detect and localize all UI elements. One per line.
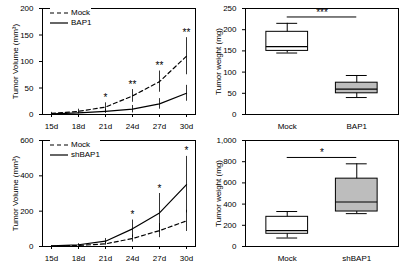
svg-text:*: *: [158, 183, 162, 194]
html-text:shBAP1: shBAP1: [71, 150, 100, 159]
svg-text:*: *: [131, 209, 135, 220]
svg-text:*: *: [185, 145, 189, 156]
svg-text:30d: 30d: [180, 254, 193, 263]
svg-text:Tumor Volume (mm³): Tumor Volume (mm³): [11, 156, 20, 232]
svg-text:**: **: [156, 60, 164, 71]
svg-text:800: 800: [223, 157, 237, 166]
svg-text:27d: 27d: [153, 254, 166, 263]
svg-text:400: 400: [20, 171, 34, 180]
svg-text:200: 200: [223, 221, 237, 230]
svg-text:600: 600: [20, 136, 34, 145]
svg-text:***: ***: [316, 7, 328, 18]
svg-text:24d: 24d: [126, 254, 139, 263]
svg-text:Tumor Volume (mm³): Tumor Volume (mm³): [11, 24, 20, 100]
svg-text:0: 0: [232, 242, 237, 251]
svg-text:1,000: 1,000: [216, 136, 237, 145]
svg-text:250: 250: [223, 4, 237, 13]
svg-text:Tumor weight (mg): Tumor weight (mg): [214, 28, 223, 95]
svg-text:150: 150: [20, 31, 34, 40]
svg-text:Mock: Mock: [278, 254, 298, 263]
svg-text:**: **: [183, 27, 191, 38]
svg-text:15d: 15d: [45, 122, 58, 131]
svg-text:*: *: [320, 147, 324, 158]
svg-text:27d: 27d: [153, 122, 166, 131]
svg-text:Mock: Mock: [278, 122, 298, 131]
svg-text:400: 400: [223, 200, 237, 209]
svg-text:30d: 30d: [180, 122, 193, 131]
svg-text:50: 50: [228, 89, 237, 98]
svg-text:600: 600: [223, 178, 237, 187]
svg-text:100: 100: [20, 57, 34, 66]
svg-text:21d: 21d: [99, 254, 112, 263]
svg-text:shBAP1: shBAP1: [342, 254, 371, 263]
svg-text:150: 150: [223, 46, 237, 55]
svg-text:18d: 18d: [72, 122, 85, 131]
svg-text:24d: 24d: [126, 122, 139, 131]
html-text:BAP1: BAP1: [71, 18, 92, 27]
svg-text:100: 100: [223, 68, 237, 77]
svg-text:0: 0: [232, 110, 237, 119]
svg-text:Tumor weight (mg): Tumor weight (mg): [214, 160, 223, 227]
svg-text:BAP1: BAP1: [347, 122, 368, 131]
svg-text:15d: 15d: [45, 254, 58, 263]
svg-text:18d: 18d: [72, 254, 85, 263]
svg-text:200: 200: [20, 4, 34, 13]
svg-text:21d: 21d: [99, 122, 112, 131]
svg-text:200: 200: [20, 207, 34, 216]
svg-text:*: *: [104, 92, 108, 103]
svg-text:200: 200: [223, 25, 237, 34]
svg-text:50: 50: [25, 84, 34, 93]
svg-text:**: **: [129, 79, 137, 90]
svg-text:0: 0: [29, 110, 34, 119]
html-text:Mock: Mock: [71, 140, 91, 149]
svg-text:0: 0: [29, 242, 34, 251]
html-text:Mock: Mock: [71, 8, 91, 17]
